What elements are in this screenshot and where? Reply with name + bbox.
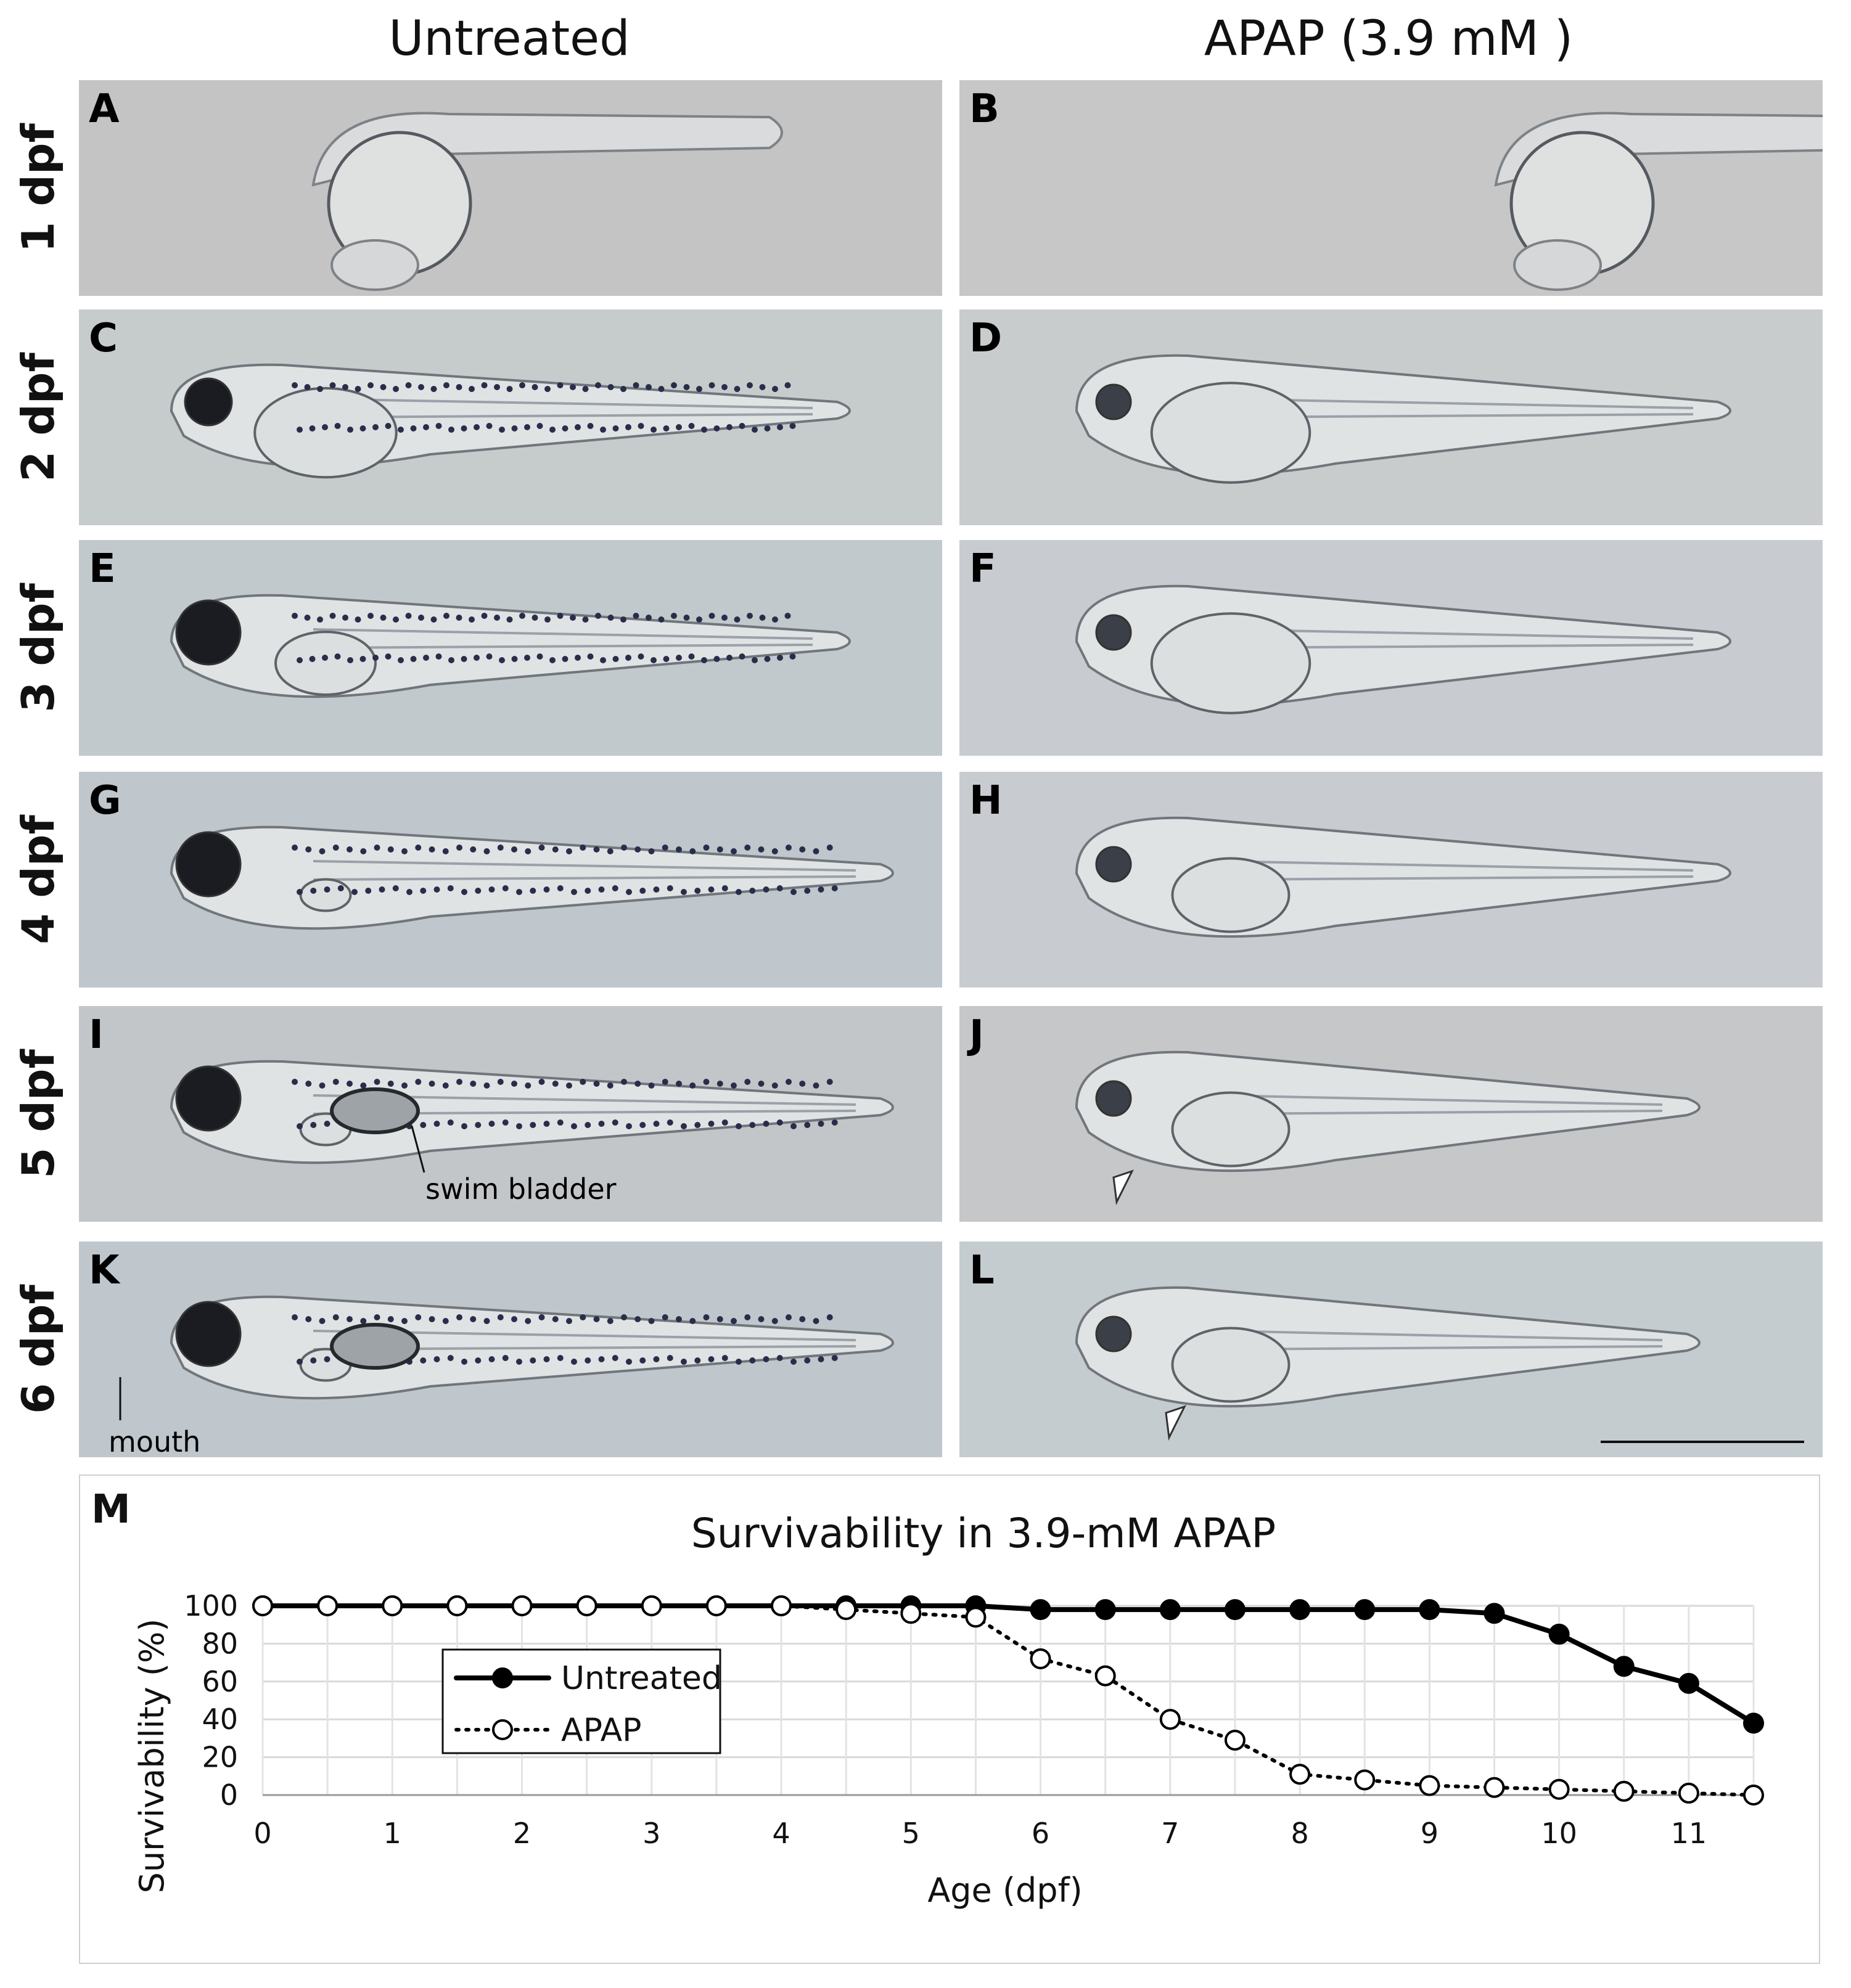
panel-letter: B <box>969 86 999 132</box>
panel-letter: L <box>969 1248 995 1293</box>
column-heading-apap: APAP (3.9 mM ) <box>1204 11 1574 67</box>
annotation-swim-bladder: swim bladder <box>425 1172 617 1206</box>
row-label: 3 dpf <box>12 583 65 713</box>
panel-letter: E <box>89 546 116 592</box>
larva-illustration <box>1075 816 1731 938</box>
panel-letter: M <box>91 1487 131 1532</box>
larva-illustration <box>119 1295 894 1420</box>
micrograph-panel-k: K <box>79 1241 942 1457</box>
micrograph-panel-g: G <box>79 772 942 988</box>
larva-illustration <box>1075 1286 1804 1443</box>
larva-illustration <box>170 1060 894 1173</box>
panel-letter: I <box>89 1012 104 1058</box>
panel-letter: K <box>89 1248 120 1293</box>
panel-letter: H <box>969 778 1003 824</box>
micrograph-panel-c: C <box>79 309 942 525</box>
panel-letter: J <box>969 1012 984 1058</box>
panel-letter: G <box>89 778 121 824</box>
micrograph-panel-d: D <box>959 309 1823 525</box>
panel-letter: C <box>89 316 118 361</box>
micrograph-panel-a: A <box>79 80 942 296</box>
micrograph-panel-b: B <box>959 80 1823 296</box>
larva-illustration <box>1075 354 1731 484</box>
micrograph-panel-f: F <box>959 540 1823 756</box>
larva-illustration <box>1075 584 1731 714</box>
larva-illustration <box>170 594 851 698</box>
panel-letter: D <box>969 316 1003 361</box>
larva-illustration <box>1494 112 1823 291</box>
micrograph-panel-j: J <box>959 1006 1823 1222</box>
larva-illustration <box>170 363 851 479</box>
row-label: 4 dpf <box>12 815 65 944</box>
column-heading-untreated: Untreated <box>388 11 630 67</box>
row-label: 6 dpf <box>12 1285 65 1414</box>
micrograph-panel-e: E <box>79 540 942 756</box>
micrograph-panel-h: H <box>959 772 1823 988</box>
larva-illustration <box>170 825 894 930</box>
chart-panel <box>79 1475 1820 1964</box>
micrograph-panel-i: I <box>79 1006 942 1222</box>
larva-illustration <box>1075 1050 1701 1206</box>
row-label: 2 dpf <box>12 353 65 482</box>
panel-letter: A <box>89 86 120 132</box>
larva-illustration <box>311 112 783 291</box>
row-label: 1 dpf <box>12 123 65 253</box>
row-label: 5 dpf <box>12 1049 65 1179</box>
panel-letter: F <box>969 546 996 592</box>
micrograph-panel-l: L <box>959 1241 1823 1457</box>
annotation-mouth: mouth <box>109 1425 201 1458</box>
